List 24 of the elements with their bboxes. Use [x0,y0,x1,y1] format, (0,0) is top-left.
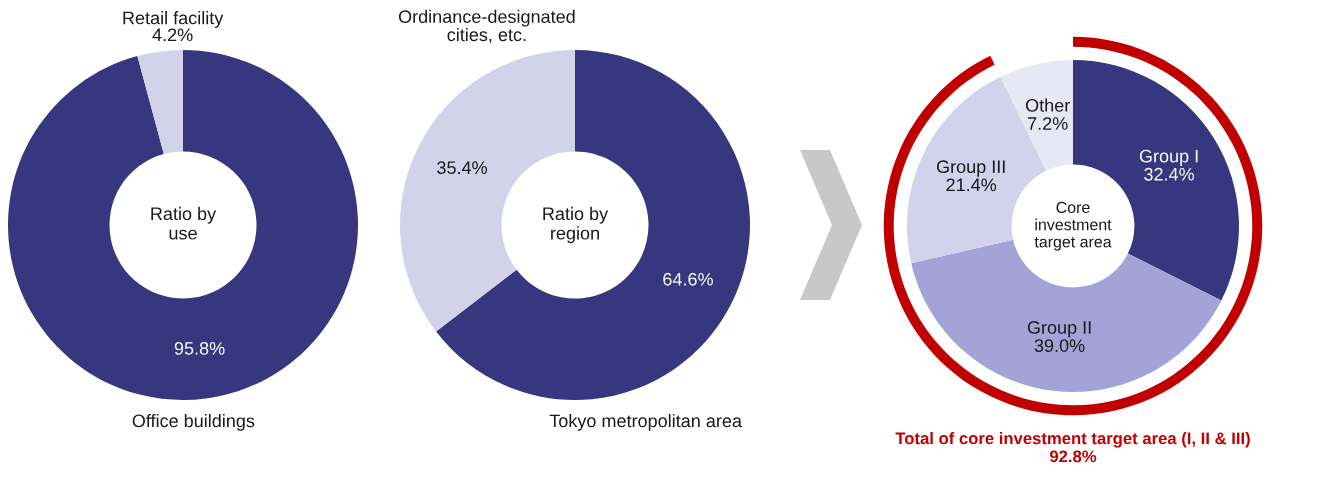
slice-label: Group III [936,160,1005,177]
data-label: 4.2% [152,28,193,42]
data-label: 32.4% [1144,167,1195,181]
text: Ratio by region [543,206,609,244]
data-label: 35.4% [437,161,487,175]
data-label: 21.4% [946,178,997,192]
data-label: 39.0% [1034,339,1085,352]
slice-label: Other [1025,98,1070,112]
text: Total of core investment target area (I, II & III) 92.8% [895,432,1250,463]
donut-slice [436,50,750,400]
donut-slice [8,50,358,400]
slice-label: Office buildings [132,414,255,431]
slice-label: Retail facility [123,11,224,28]
data-label: 7.2% [1028,117,1068,130]
slice-label: Group I [1139,149,1198,167]
text: Ratio by use [151,206,217,240]
donut-slice [137,50,183,155]
data-label: 95.8% [174,341,225,355]
data-label: 64.6% [663,272,713,286]
donut-slice [911,239,1222,392]
slice-label: Tokyo metropolitan area [549,414,742,431]
text: Core investment target area [1034,201,1112,251]
slice-label: Group II [1027,321,1091,338]
slice-label: Ordinance-designated cities, etc. [398,9,575,44]
